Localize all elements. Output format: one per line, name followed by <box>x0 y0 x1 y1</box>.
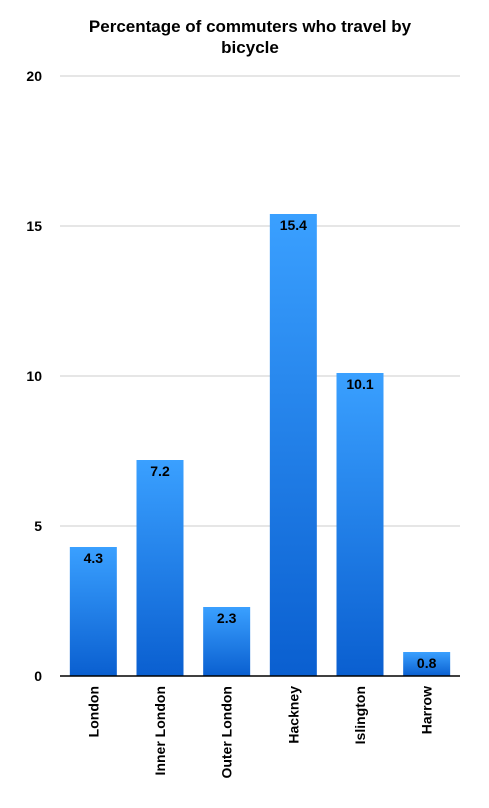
x-tick-label-london: London <box>85 686 101 737</box>
data-label-hackney: 15.4 <box>280 217 307 233</box>
data-label-harrow: 0.8 <box>417 655 437 671</box>
x-axis-ticks: London Inner London Outer London Hackney Isl… <box>85 686 434 779</box>
bar-london <box>69 547 117 676</box>
data-label-islington: 10.1 <box>346 376 373 392</box>
bar-islington <box>336 373 384 676</box>
bar-harrow <box>403 652 451 676</box>
y-tick-label-0: 0 <box>34 668 42 684</box>
x-tick-label-hackney: Hackney <box>285 686 301 744</box>
bar-outer-london <box>203 607 251 676</box>
bar-inner-london <box>136 460 184 676</box>
y-tick-label-20: 20 <box>26 68 42 84</box>
y-tick-label-5: 5 <box>34 518 42 534</box>
y-axis-ticks: 0 5 10 15 20 <box>26 68 42 684</box>
y-tick-label-15: 15 <box>26 218 42 234</box>
data-label-inner-london: 7.2 <box>150 463 170 479</box>
bars <box>69 214 451 676</box>
chart-title: Percentage of commuters who travel by bi… <box>88 17 412 57</box>
x-tick-label-harrow: Harrow <box>419 686 435 734</box>
x-tick-label-islington: Islington <box>352 686 368 744</box>
x-tick-label-outer-london: Outer London <box>219 686 235 779</box>
x-tick-label-inner-london: Inner London <box>152 686 168 775</box>
y-tick-label-10: 10 <box>26 368 42 384</box>
data-label-outer-london: 2.3 <box>217 610 237 626</box>
gridlines <box>60 75 460 527</box>
data-labels: 4.3 7.2 2.3 15.4 10.1 0.8 <box>84 217 437 671</box>
bar-hackney <box>269 214 317 676</box>
data-label-london: 4.3 <box>84 550 104 566</box>
